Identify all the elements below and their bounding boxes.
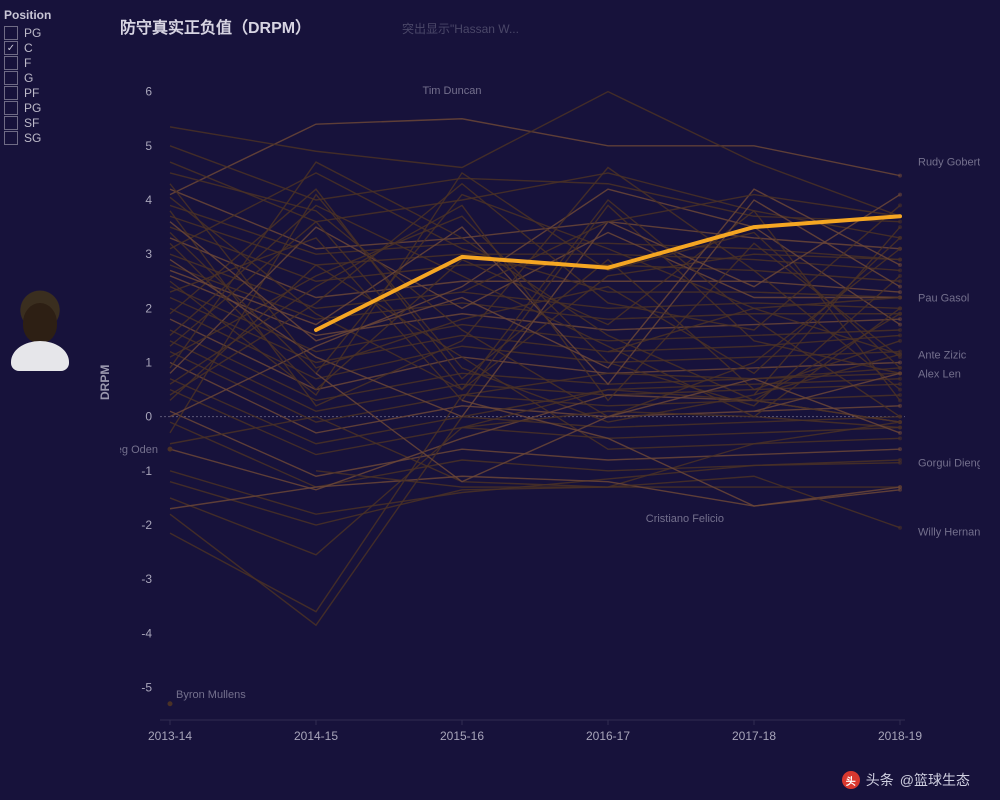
legend-checkbox[interactable] — [4, 86, 18, 100]
legend-item-g-3[interactable]: G — [4, 71, 104, 85]
svg-text:2018-19: 2018-19 — [878, 729, 922, 743]
svg-text:-1: -1 — [141, 464, 152, 478]
highlight-filter-hint[interactable]: 突出显示"Hassan W... — [402, 20, 519, 37]
svg-text:2017-18: 2017-18 — [732, 729, 776, 743]
watermark-prefix: 头条 — [866, 770, 894, 790]
svg-text:-3: -3 — [141, 572, 152, 586]
series-line — [170, 189, 900, 249]
legend-label: PG — [24, 26, 41, 40]
legend-title: Position — [4, 8, 104, 22]
svg-text:4: 4 — [145, 193, 152, 207]
legend-item-sg-7[interactable]: SG — [4, 131, 104, 145]
legend-item-pf-4[interactable]: PF — [4, 86, 104, 100]
annotation-label: Ante Zizic — [918, 349, 967, 361]
chart-title: 防守真实正负值（DRPM） — [120, 14, 311, 38]
svg-text:3: 3 — [145, 247, 152, 261]
annotation-label: Willy Hernangomez — [918, 527, 980, 539]
legend-checkbox[interactable] — [4, 26, 18, 40]
legend-checkbox[interactable] — [4, 131, 18, 145]
legend-label: F — [24, 56, 31, 70]
player-avatar — [4, 285, 76, 375]
legend-checkbox[interactable] — [4, 41, 18, 55]
svg-text:2016-17: 2016-17 — [586, 729, 630, 743]
legend-item-f-2[interactable]: F — [4, 56, 104, 70]
svg-text:-2: -2 — [141, 518, 152, 532]
legend-label: PF — [24, 86, 39, 100]
watermark-text: @篮球生态 — [900, 770, 970, 790]
svg-text:0: 0 — [145, 410, 152, 424]
svg-text:2: 2 — [145, 301, 152, 315]
legend-item-pg-0[interactable]: PG — [4, 26, 104, 40]
svg-text:1: 1 — [145, 356, 152, 370]
annotation-label: Pau Gasol — [918, 293, 969, 305]
series-line — [170, 173, 900, 298]
svg-text:2015-16: 2015-16 — [440, 729, 484, 743]
annotation-label: Alex Len — [918, 368, 961, 380]
annotation-label: Rudy Gobert — [918, 157, 980, 169]
legend-item-pg-5[interactable]: PG — [4, 101, 104, 115]
annotation-label: Gorgui Dieng — [918, 458, 980, 470]
legend-item-c-1[interactable]: C — [4, 41, 104, 55]
legend-label: SG — [24, 131, 41, 145]
svg-text:5: 5 — [145, 139, 152, 153]
legend-label: PG — [24, 101, 41, 115]
legend-checkbox[interactable] — [4, 71, 18, 85]
svg-text:-5: -5 — [141, 681, 152, 695]
series-line — [170, 189, 900, 368]
series-line — [170, 422, 900, 525]
series-line — [170, 184, 900, 374]
watermark-icon: 头 — [842, 771, 860, 789]
legend-label: G — [24, 71, 33, 85]
annotation-label: Cristiano Felicio — [646, 513, 724, 525]
annotation-label: Tim Duncan — [423, 85, 482, 97]
legend-checkbox[interactable] — [4, 101, 18, 115]
legend-label: SF — [24, 116, 39, 130]
drpm-line-chart: -5 -4 -3 -2 -1 0 1 2 3 4 5 6 2013-14 2014-15 2015-16 20… — [120, 40, 980, 770]
svg-text:2013-14: 2013-14 — [148, 729, 192, 743]
svg-text:6: 6 — [145, 85, 152, 99]
svg-text:-4: -4 — [141, 626, 152, 640]
legend-checkbox[interactable] — [4, 56, 18, 70]
y-axis-label: DRPM — [98, 365, 112, 400]
svg-text:2014-15: 2014-15 — [294, 729, 338, 743]
legend-item-sf-6[interactable]: SF — [4, 116, 104, 130]
legend-checkbox[interactable] — [4, 116, 18, 130]
watermark: 头 头条 @篮球生态 — [842, 770, 970, 790]
annotation-label: Byron Mullens — [176, 689, 246, 701]
highlight-series[interactable] — [316, 216, 900, 330]
legend-label: C — [24, 41, 33, 55]
annotation-label: Greg Oden — [120, 444, 158, 456]
series-line — [170, 146, 900, 222]
